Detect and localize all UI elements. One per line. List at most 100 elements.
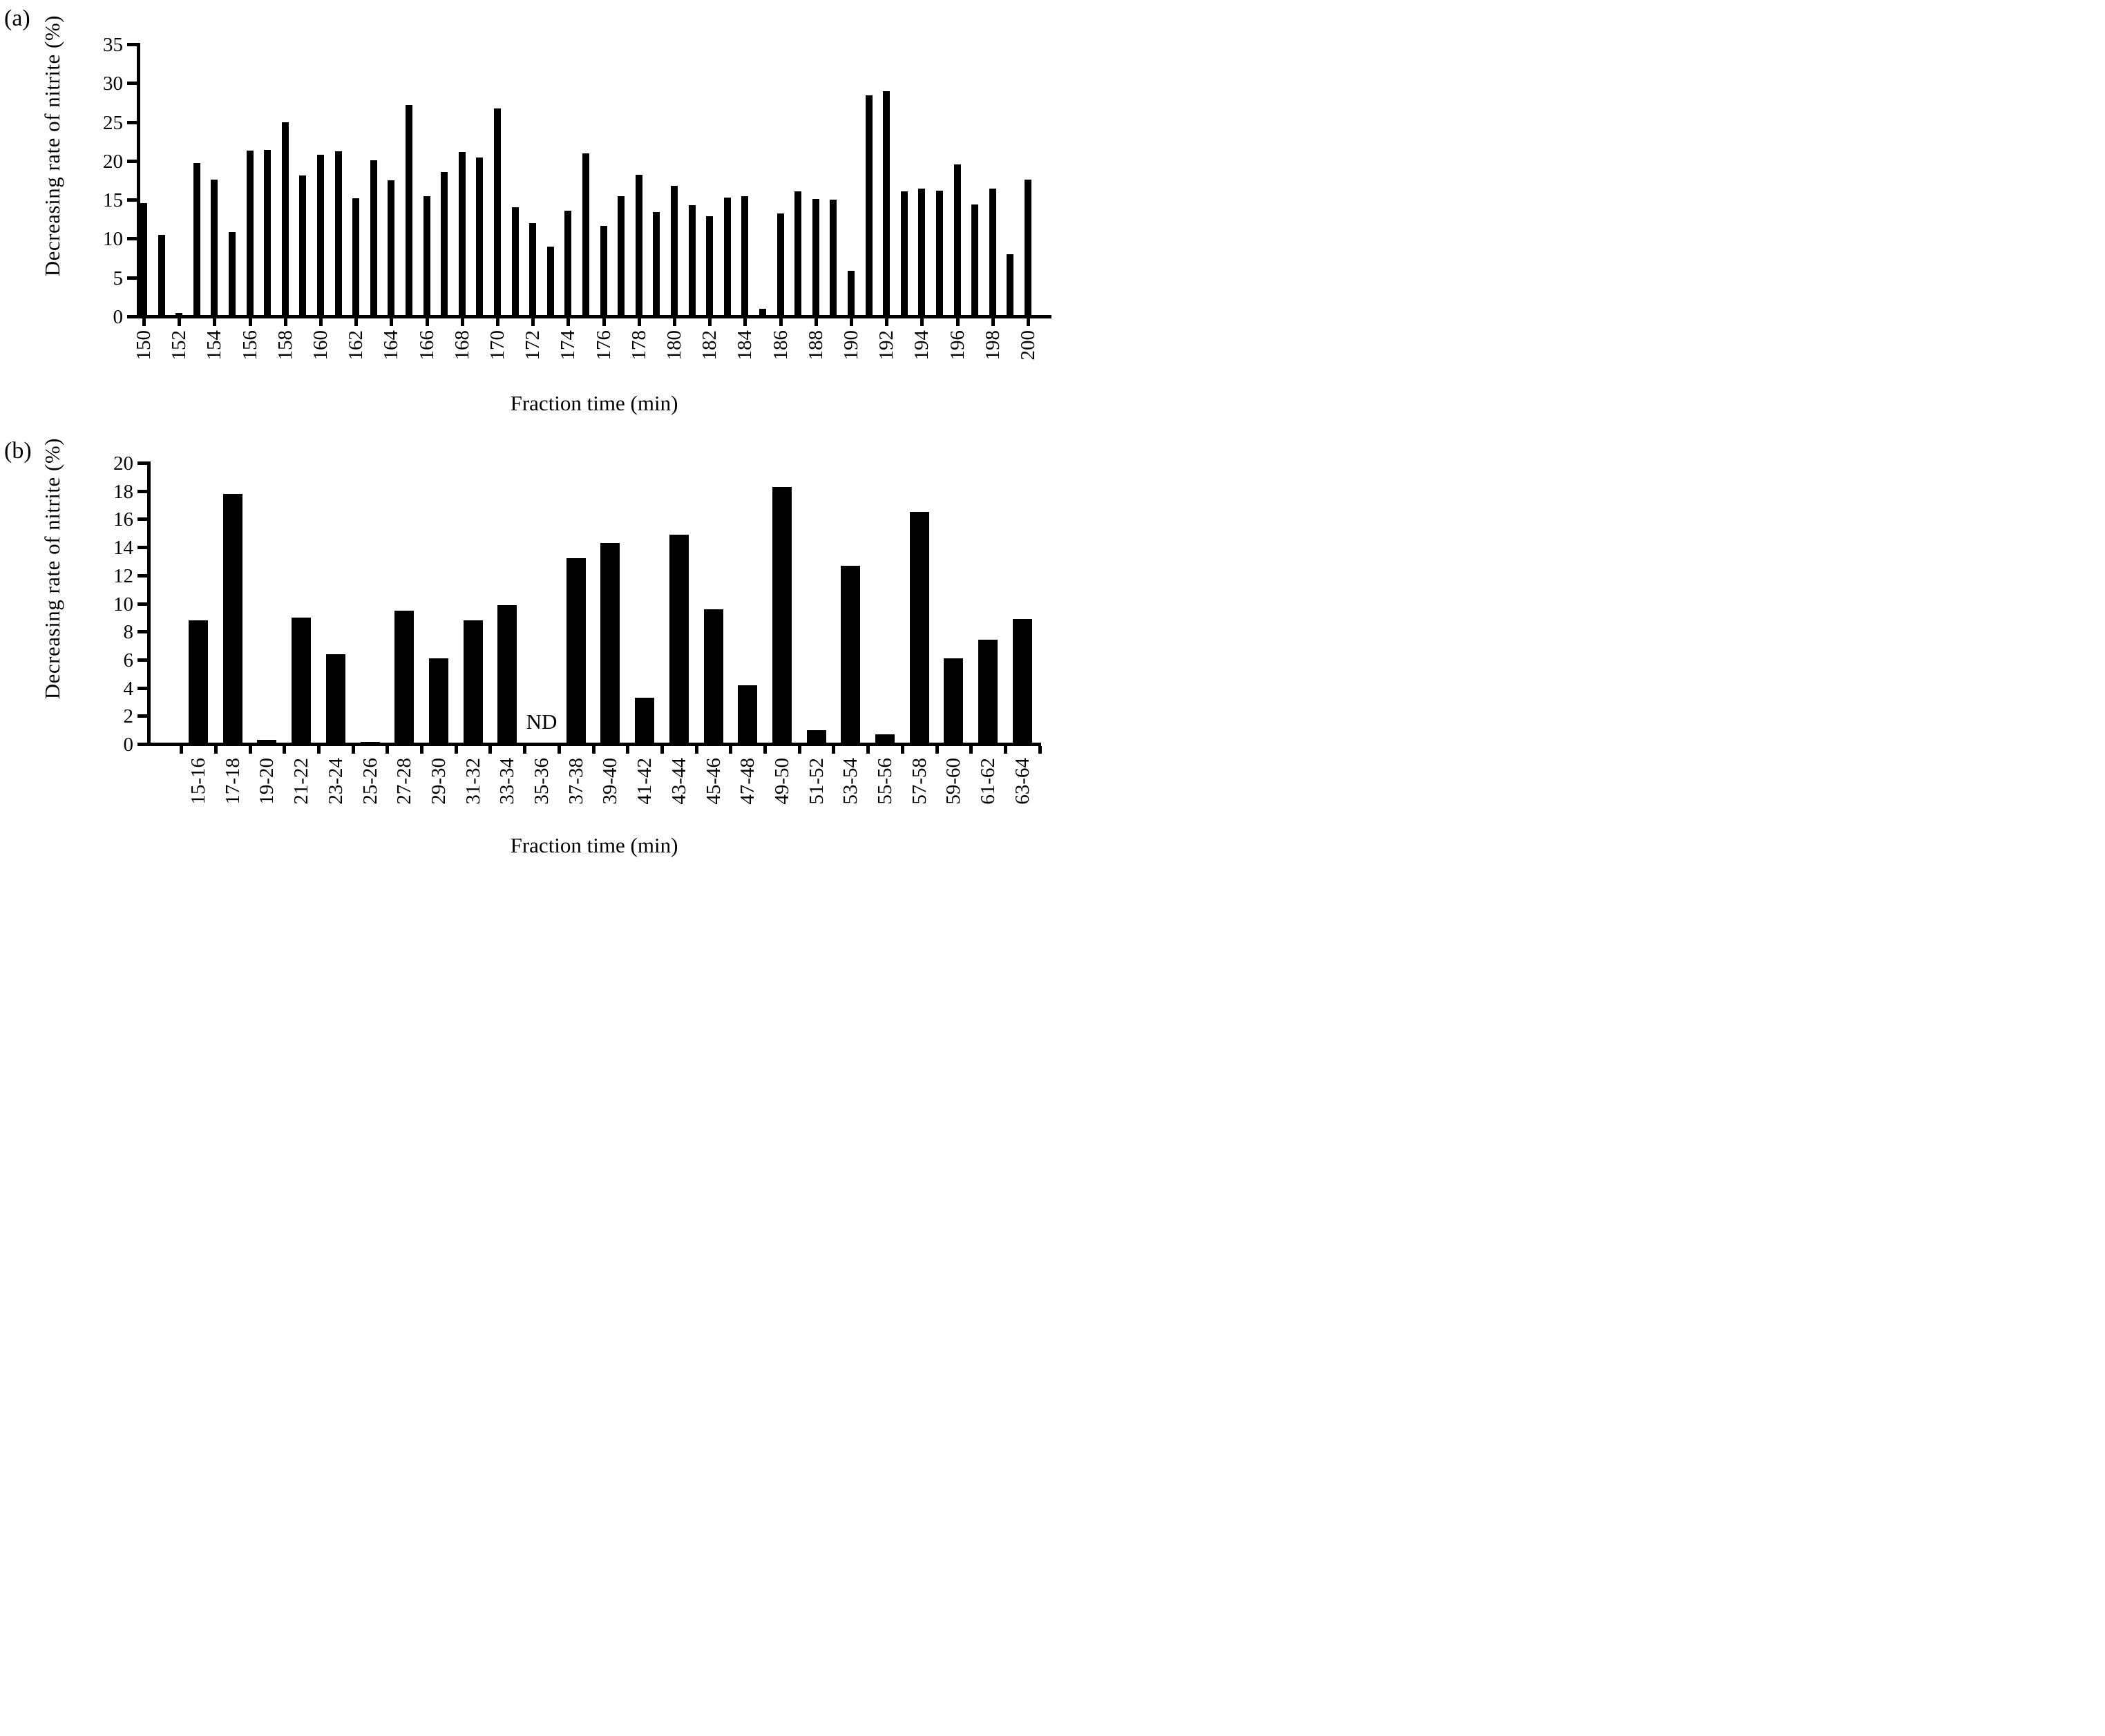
x-tick-label: 31-32 [461,758,484,805]
x-tick [729,746,733,754]
bar-173 [546,246,554,316]
x-tick-label: 160 [309,330,332,361]
x-tick [248,318,252,326]
x-tick-label: 53-54 [839,758,862,805]
bar-168 [458,152,466,316]
bar-53-54 [841,565,861,744]
x-tick [763,746,768,754]
bar-23-24 [325,654,345,744]
y-tick-label: 10 [113,593,133,616]
bar-170 [494,108,501,316]
x-tick [660,746,664,754]
x-tick-label: 33-34 [496,758,519,805]
bar-171 [511,207,519,316]
x-tick [385,746,390,754]
x-tick-label: 29-30 [427,758,450,805]
x-tick-label: 190 [840,330,862,361]
x-tick [991,318,995,326]
bar-166 [423,195,430,316]
bar-190 [848,270,855,316]
y-tick-label: 16 [113,508,133,531]
x-tick-label: 21-22 [290,758,313,805]
x-tick-label: 51-52 [805,758,828,805]
x-tick [351,746,355,754]
y-tick [137,517,149,522]
bar-157 [264,150,272,316]
bar-161 [334,151,342,316]
x-tick [319,318,323,326]
x-tick-label: 176 [592,330,615,361]
x-tick-label: 186 [769,330,792,361]
bar-43-44 [669,534,689,744]
x-tick-label: 57-58 [908,758,931,805]
x-tick [354,318,359,326]
bar-25-26 [360,741,380,744]
y-tick [137,743,149,746]
y-tick-label: 2 [123,705,134,728]
panel-a-letter: (a) [4,6,30,31]
x-axis-line [147,743,1041,746]
bar-57-58 [909,512,929,744]
panel-a-x-axis-title: Fraction time (min) [510,391,678,415]
x-tick [1003,746,1007,754]
bar-181 [688,205,696,316]
x-tick-label: 180 [663,330,685,361]
bar-192 [883,90,890,316]
x-tick-label: 198 [981,330,1004,361]
x-tick [935,746,939,754]
bar-194 [918,189,926,316]
x-tick-label: 55-56 [874,758,896,805]
bar-55-56 [875,734,895,744]
y-tick [127,120,138,124]
x-tick [900,746,904,754]
y-tick-label: 12 [113,564,133,587]
x-tick [850,318,853,326]
bar-155 [229,232,236,316]
bar-182 [706,216,714,316]
x-tick-label: 162 [345,330,368,361]
x-tick [694,746,698,754]
x-tick-label: 194 [911,330,933,361]
x-tick-label: 39-40 [599,758,622,805]
bar-27-28 [394,610,415,744]
x-tick [178,318,182,326]
panel-a-y-axis-title: Decreasing rate of nitrite (%) [40,15,64,277]
bar-187 [794,191,802,316]
x-tick [708,318,712,326]
x-tick [460,318,464,326]
y-tick [137,686,149,690]
bar-39-40 [600,542,620,744]
x-tick [602,318,606,326]
bar-162 [352,198,360,316]
bar-15-16 [189,620,208,744]
y-tick-label: 18 [113,480,133,503]
y-tick [127,82,138,86]
x-tick-label: 196 [946,330,969,361]
bar-177 [618,195,625,316]
bar-41-42 [635,697,655,744]
x-tick [283,746,287,754]
x-tick [557,746,561,754]
y-tick [127,159,138,163]
x-tick [779,318,783,326]
bar-179 [653,212,660,316]
bar-21-22 [292,617,312,744]
bar-180 [671,185,678,316]
x-tick-label: 49-50 [770,758,793,805]
bar-150 [140,202,147,316]
x-tick-label: 158 [274,330,296,361]
x-tick [591,746,596,754]
x-tick [673,318,676,326]
nd-annotation: ND [526,709,558,734]
bar-186 [777,213,784,316]
y-tick-label: 0 [123,734,134,756]
x-tick-label: 152 [168,330,191,361]
y-tick [137,602,149,606]
bar-59-60 [944,658,964,744]
x-tick [814,318,818,326]
y-tick [127,276,138,280]
x-tick [213,746,218,754]
y-tick [137,658,149,662]
y-tick [127,43,138,46]
bar-172 [529,222,537,316]
